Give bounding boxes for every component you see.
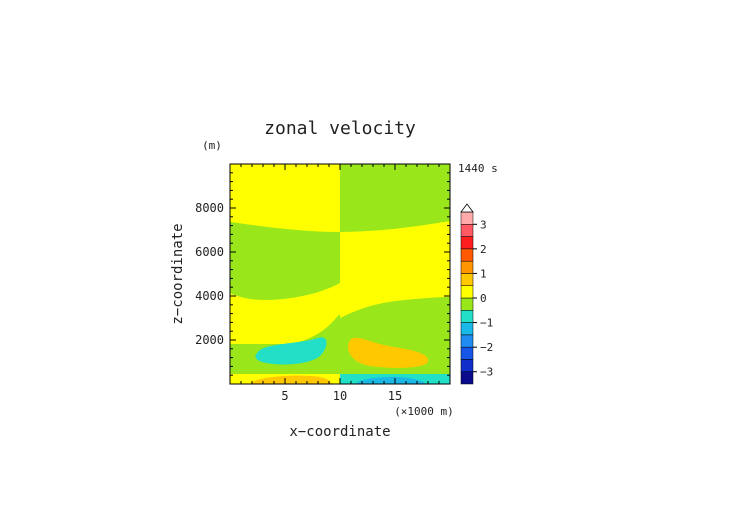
y-axis-label: z−coordinate: [170, 223, 186, 324]
chart-title: zonal velocity: [264, 118, 416, 139]
colorbar-segment: [460, 236, 474, 250]
colorbar-tick-label: 2: [480, 243, 487, 256]
y-tick-label: 8000: [195, 201, 224, 215]
colorbar-tick-label: 3: [480, 218, 487, 231]
colorbar-segment: [460, 260, 474, 274]
colorbar-segment: [460, 310, 474, 323]
colorbar-segment: [460, 334, 474, 348]
y-tick-label: 6000: [195, 245, 224, 259]
colorbar-segment: [460, 359, 474, 372]
colorbar-segment: [460, 322, 474, 336]
time-label: 1440 s: [458, 162, 498, 175]
colorbar-tick-label: −2: [480, 341, 493, 354]
y-unit-label: (m): [202, 139, 222, 152]
x-tick-label: 5: [281, 389, 288, 403]
contour-cell-negative-left: [255, 337, 327, 365]
colorbar-segment: [460, 211, 474, 225]
contour-cell-positive-right: [348, 337, 429, 368]
x-axis-ticks: 5 10 15: [229, 164, 451, 403]
colorbar-tick-label: −3: [480, 366, 493, 379]
colorbar-segment: [460, 346, 474, 360]
contour-region-middle-left: [230, 222, 340, 300]
x-unit-label: (×1000 m): [394, 405, 454, 418]
colorbar-segment: [460, 371, 474, 385]
colorbar-segment: [460, 273, 474, 286]
x-tick-label: 10: [333, 389, 347, 403]
contour-cell-positive-surface-left: [250, 375, 332, 384]
colorbar-segment: [460, 248, 474, 262]
colorbar-overflow-arrow: [460, 203, 474, 213]
colorbar-tick-label: 1: [480, 267, 487, 280]
colorbar-tick-label: 0: [480, 292, 487, 305]
x-axis-label: x−coordinate: [289, 424, 390, 440]
colorbar-segment: [460, 297, 474, 311]
colorbar-segment: [460, 285, 474, 299]
y-tick-label: 4000: [195, 289, 224, 303]
colorbar-segment: [460, 224, 474, 237]
colorbar-tick-label: −1: [480, 317, 493, 330]
y-tick-label: 2000: [195, 333, 224, 347]
plot-area: 5 10 15 2000 4000 6000 8000: [195, 163, 451, 403]
colorbar: −3 −2 −1 0 1 2 3: [460, 203, 493, 385]
y-axis-ticks: 2000 4000 6000 8000: [195, 163, 450, 385]
x-tick-label: 15: [388, 389, 402, 403]
contour-region-upper-right: [340, 164, 450, 232]
